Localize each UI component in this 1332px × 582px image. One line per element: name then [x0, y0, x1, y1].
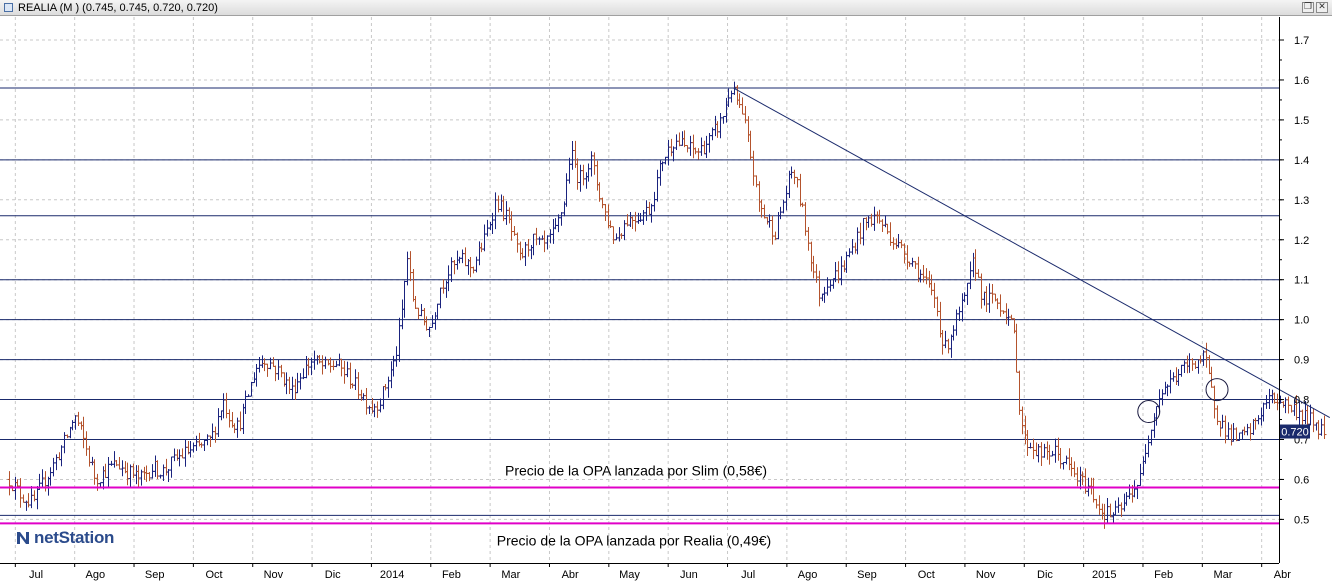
restore-button[interactable]: ❐: [1302, 2, 1314, 13]
close-button[interactable]: ✕: [1316, 2, 1328, 13]
x-tick-label: Feb: [1154, 569, 1173, 581]
x-tick-label: Sep: [857, 569, 877, 581]
x-tick-label: May: [619, 569, 640, 581]
ellipse-annotations: [1137, 378, 1229, 424]
y-tick-label: 0.5: [1294, 514, 1309, 526]
x-tick-label: Abr: [562, 569, 579, 581]
axes: [0, 17, 1280, 564]
x-tick-label: Nov: [264, 569, 284, 581]
last-price-tag-group: 0.720: [1280, 424, 1310, 439]
opa-label: Precio de la OPA lanzada por Realia (0,4…: [497, 532, 771, 548]
y-tick-label: 0.6: [1294, 474, 1309, 486]
last-price-tag: [1280, 424, 1310, 439]
x-tick-label: 2015: [1092, 569, 1116, 581]
x-axis-ticks: Jul Ago Sep Oct Nov Dic 2014 Feb Mar Abr May Jun Jul…: [14, 563, 1291, 581]
x-tick-label: 2014: [380, 569, 404, 581]
y-tick-label: 1.0: [1294, 315, 1309, 327]
vertical-gridlines: [14, 17, 1263, 563]
netstation-logo: netStation: [15, 528, 114, 548]
trendline-group: [733, 87, 1331, 418]
y-tick-label: 1.3: [1294, 195, 1309, 207]
x-tick-label: Mar: [1214, 569, 1233, 581]
opa-lines: Precio de la OPA lanzada por Slim (0,58€…: [0, 462, 1279, 548]
y-tick-label: 1.2: [1294, 235, 1309, 247]
window-titlebar: REALIA (M ) (0.745, 0.745, 0.720, 0.720)…: [0, 0, 1332, 16]
x-tick-label: Oct: [918, 569, 935, 581]
y-tick-label: 0.9: [1294, 355, 1309, 367]
x-tick-label: Sep: [145, 569, 165, 581]
x-tick-label: Feb: [442, 569, 461, 581]
x-tick-label: Jul: [29, 569, 43, 581]
netstation-logo-icon: [17, 532, 29, 544]
y-tick-label: 0.8: [1294, 395, 1309, 407]
chart-window-icon: [4, 3, 13, 12]
x-tick-label: Oct: [205, 569, 222, 581]
x-tick-label: Mar: [501, 569, 520, 581]
horizontal-levels: [0, 87, 1279, 516]
ohlc-bars: [7, 81, 1327, 529]
last-price-label: 0.720: [1281, 427, 1309, 439]
y-tick-label: 1.1: [1294, 275, 1309, 287]
y-tick-label: 1.4: [1294, 155, 1309, 167]
ellipse-annotation: [1205, 378, 1229, 402]
x-tick-label: Jun: [680, 569, 698, 581]
x-tick-label: Nov: [976, 569, 996, 581]
window-title: REALIA (M ) (0.745, 0.745, 0.720, 0.720): [18, 2, 218, 14]
opa-label: Precio de la OPA lanzada por Slim (0,58€…: [505, 462, 767, 478]
x-tick-label: Dic: [1037, 569, 1053, 581]
logo-text: netStation: [34, 528, 115, 547]
x-tick-label: Ago: [798, 569, 818, 581]
x-tick-label: Jul: [741, 569, 755, 581]
y-tick-label: 1.6: [1294, 75, 1309, 87]
y-tick-label: 1.7: [1294, 35, 1309, 47]
y-axis-ticks: 0.50.60.70.80.91.01.11.21.31.41.51.61.7: [1279, 35, 1309, 526]
trendline: [733, 87, 1331, 418]
y-tick-label: 1.5: [1294, 115, 1309, 127]
x-tick-label: Ago: [86, 569, 106, 581]
ellipse-annotation: [1137, 400, 1161, 424]
x-tick-label: Abr: [1274, 569, 1291, 581]
x-tick-label: Dic: [325, 569, 341, 581]
